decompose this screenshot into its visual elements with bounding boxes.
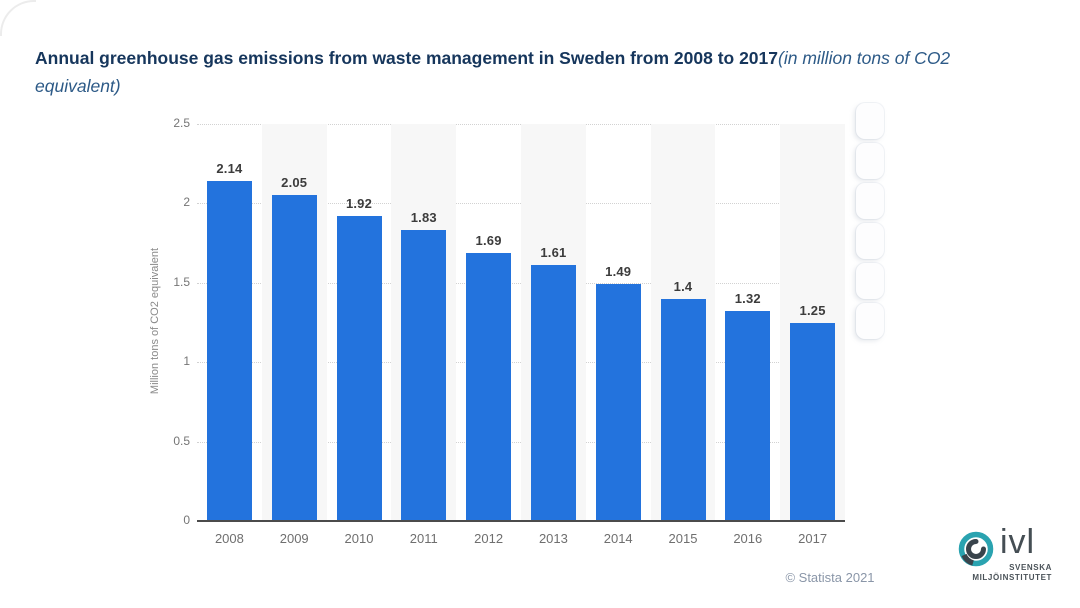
bar-value-label: 1.92 [345,196,373,212]
bar-2013[interactable] [530,265,576,521]
bar-value-label: 1.25 [799,302,826,318]
bar-value-label: 2.14 [216,161,243,177]
bar-2015[interactable] [660,298,706,521]
y-tick-label: 2.5 [173,116,190,130]
ivl-subtitle-line1: SVENSKA [1009,563,1052,572]
ivl-subtitle-line2: MILJÖINSTITUTET [972,573,1052,582]
bar-2009[interactable] [271,195,317,521]
bar-value-label: 1.69 [475,232,502,248]
bar-value-label: 1.49 [605,264,632,280]
plot-area: 2.14 2.05 1.92 1.83 1.69 1.61 1.49 1.4 1.32 1.25 [197,124,845,522]
y-tick-label: 2 [183,195,190,210]
y-tick-label: 0 [183,513,190,527]
share-toolbar-button[interactable] [856,103,884,139]
x-tick-label-2015: 2015 [668,531,698,546]
chart-title-unit: (in million tons of CO2 equivalent) [35,48,951,96]
bar-value-label: 1.4 [673,278,693,294]
x-tick-label-2010: 2010 [344,531,374,546]
x-tick-label-2017: 2017 [798,531,828,546]
share-toolbar-button[interactable] [856,183,884,219]
ivl-wordmark: ivl [1000,523,1036,561]
share-toolbar-button[interactable] [856,223,884,259]
bar-value-label: 1.61 [540,245,567,261]
x-tick-label-2009: 2009 [279,531,309,546]
share-toolbar-button[interactable] [856,303,884,339]
ivl-subtitle: SVENSKA MILJÖINSTITUTET [972,563,1052,583]
bar-2008[interactable] [206,181,252,521]
bar-value-label: 1.83 [410,210,437,226]
bar-2011[interactable] [401,230,447,521]
bar-2016[interactable] [725,311,771,521]
ivl-swirl-icon [958,531,994,567]
x-axis-line [197,520,845,522]
y-tick-label: 1.5 [173,274,190,289]
x-tick-label-2014: 2014 [603,531,633,546]
bar-value-label: 1.32 [734,291,761,307]
bar-value-label: 2.05 [281,175,308,191]
share-toolbar [856,103,886,343]
share-toolbar-button[interactable] [856,263,884,299]
x-tick-label-2016: 2016 [733,531,763,546]
ivl-logo: ivl SVENSKA MILJÖINSTITUTET [956,523,1056,587]
share-toolbar-button[interactable] [856,143,884,179]
bar-2014[interactable] [595,284,641,521]
y-axis-title: Million tons of CO2 equivalent [149,247,161,395]
x-tick-label-2012: 2012 [474,531,504,546]
x-tick-label-2013: 2013 [538,531,568,546]
bar-2017[interactable] [790,322,836,521]
chart-title: Annual greenhouse gas emissions from was… [35,44,987,100]
y-tick-label: 0.5 [173,433,190,448]
statista-copyright: © Statista 2021 [785,570,875,585]
x-tick-label-2008: 2008 [214,531,244,546]
x-tick-label-2011: 2011 [409,531,438,546]
bar-2012[interactable] [466,252,512,521]
bar-2010[interactable] [336,216,382,521]
chart-title-main: Annual greenhouse gas emissions from was… [35,48,779,68]
y-tick-label: 1 [183,354,190,369]
